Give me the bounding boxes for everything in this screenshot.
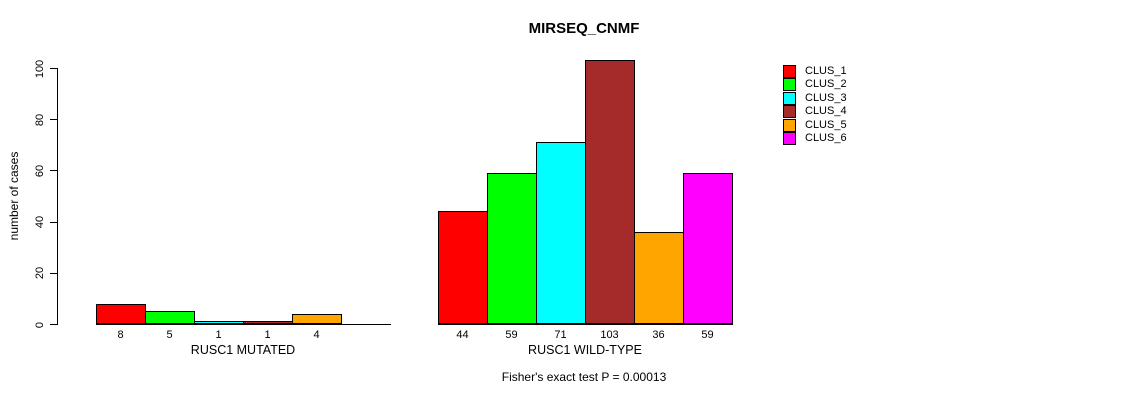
bar-clus_1 bbox=[96, 304, 146, 324]
bar-value-label: 1 bbox=[264, 329, 271, 341]
bar-clus_3 bbox=[194, 321, 244, 324]
bar-value-label: 103 bbox=[600, 329, 619, 341]
legend-item: CLUS_4 bbox=[783, 105, 873, 119]
y-tick bbox=[50, 170, 57, 172]
bar-clus_4 bbox=[243, 321, 293, 324]
legend-label: CLUS_6 bbox=[805, 132, 847, 144]
legend-swatch bbox=[783, 118, 796, 132]
y-tick bbox=[50, 68, 57, 69]
y-axis-line bbox=[57, 68, 58, 325]
y-tick-label: 80 bbox=[34, 113, 46, 126]
bar-clus_1 bbox=[438, 211, 488, 324]
bar-clus_5 bbox=[292, 314, 342, 324]
bar-clus_6 bbox=[683, 173, 733, 324]
legend-swatch bbox=[783, 78, 796, 92]
legend-item: CLUS_5 bbox=[783, 118, 873, 132]
annotation-text: Fisher's exact test P = 0.00013 bbox=[501, 370, 667, 384]
legend-label: CLUS_1 bbox=[805, 65, 847, 77]
bar-value-label: 8 bbox=[117, 329, 124, 341]
bar-clus_2 bbox=[487, 173, 537, 324]
legend-item: CLUS_6 bbox=[783, 132, 873, 145]
legend-item: CLUS_3 bbox=[783, 91, 873, 105]
bar-value-label: 59 bbox=[505, 329, 518, 341]
group-label: RUSC1 WILD-TYPE bbox=[528, 343, 642, 357]
bar-value-label: 71 bbox=[554, 329, 567, 341]
bar-clus_3 bbox=[536, 142, 586, 324]
legend-swatch bbox=[783, 105, 796, 119]
group-baseline bbox=[438, 324, 733, 325]
y-tick bbox=[50, 119, 57, 121]
group-label: RUSC1 MUTATED bbox=[190, 343, 296, 357]
legend-label: CLUS_5 bbox=[805, 118, 847, 131]
bar-value-label: 5 bbox=[166, 329, 173, 341]
bar-value-label: 36 bbox=[652, 329, 665, 341]
y-tick-label: 20 bbox=[34, 267, 46, 280]
bar-clus_5 bbox=[634, 232, 684, 324]
group-baseline bbox=[96, 324, 391, 325]
bar-value-label: 59 bbox=[701, 329, 714, 341]
bar-value-label: 44 bbox=[456, 329, 469, 341]
y-axis-label: number of cases bbox=[7, 151, 21, 241]
y-tick-label: 100 bbox=[34, 59, 46, 78]
bar-value-label: 4 bbox=[313, 329, 320, 341]
legend-swatch bbox=[783, 91, 796, 105]
legend-swatch bbox=[783, 65, 796, 78]
legend-label: CLUS_3 bbox=[805, 91, 847, 104]
y-tick-label: 40 bbox=[34, 215, 46, 229]
bar-clus_2 bbox=[145, 311, 195, 324]
bar-value-label: 1 bbox=[215, 329, 222, 341]
bar-clus_4 bbox=[585, 60, 635, 324]
legend-swatch bbox=[783, 132, 796, 145]
legend-label: CLUS_4 bbox=[805, 105, 847, 118]
legend-item: CLUS_1 bbox=[783, 65, 873, 78]
y-tick-label: 0 bbox=[34, 321, 46, 328]
y-tick bbox=[50, 221, 57, 223]
legend-item: CLUS_2 bbox=[783, 78, 873, 92]
y-tick-label: 60 bbox=[34, 164, 46, 178]
chart-title: MIRSEQ_CNMF bbox=[528, 20, 640, 37]
y-tick bbox=[50, 324, 57, 325]
y-tick bbox=[50, 272, 57, 274]
legend-label: CLUS_2 bbox=[805, 78, 847, 91]
